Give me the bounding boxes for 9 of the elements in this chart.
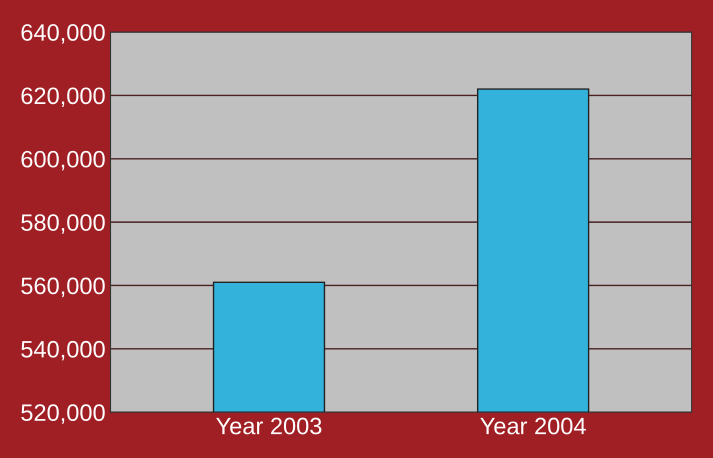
- y-tick-label: 640,000: [22, 24, 105, 44]
- y-tick-label: 580,000: [21, 214, 105, 234]
- y-tick-label: 620,000: [22, 87, 105, 107]
- x-tick-label: Year 2003: [216, 418, 322, 434]
- y-tick-label: 600,000: [22, 150, 105, 170]
- y-tick-label: 560,000: [21, 278, 105, 298]
- y-tick-label: 540,000: [21, 340, 105, 360]
- x-tick-label: Year 2004: [480, 418, 586, 434]
- y-tick-label: 520,000: [21, 404, 105, 424]
